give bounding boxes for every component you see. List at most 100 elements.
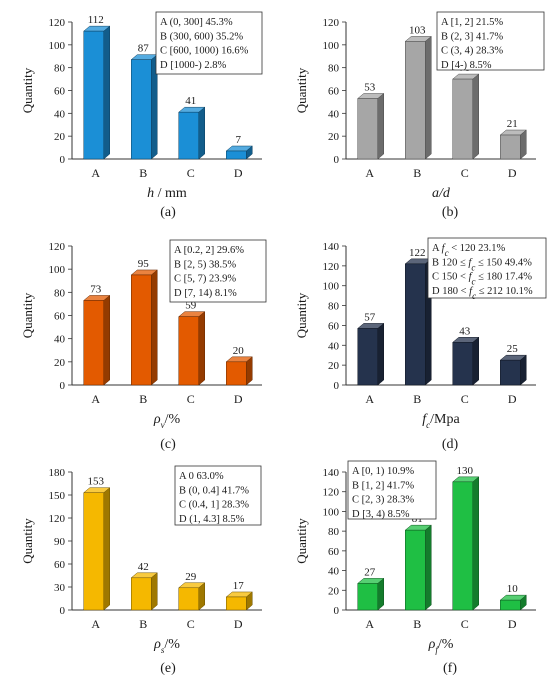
y-tick-label: 80 [54, 287, 66, 299]
data-label: 87 [138, 43, 150, 55]
legend-entry: C [600, 1000) 16.6% [160, 46, 249, 57]
bar-side [103, 487, 110, 611]
bar-C [452, 476, 480, 611]
bar-front [178, 587, 199, 611]
bar-front [357, 98, 378, 160]
panel-caption: (d) [442, 437, 459, 452]
legend-entry: C 150 < fc ≤ 180 17.4% [432, 272, 532, 287]
legend-frame [169, 239, 267, 303]
chart-panel-f: 020406080100120140Quantity27A81B130C10Dρ… [294, 460, 536, 676]
y-tick-label: 100 [49, 40, 66, 52]
bar-front [178, 316, 199, 386]
x-tick-label: A [365, 166, 374, 180]
y-tick-label: 140 [323, 467, 340, 479]
panel-caption: (f) [443, 661, 457, 676]
x-axis-label: ρf/% [428, 637, 454, 655]
y-tick-label: 80 [328, 63, 340, 75]
y-tick-label: 20 [54, 357, 66, 369]
x-tick-label: D [234, 166, 243, 180]
bar-C [178, 311, 206, 386]
x-axis-label: a/d [432, 186, 451, 201]
data-label: 41 [185, 95, 196, 107]
x-tick-label: D [234, 392, 243, 406]
data-label: 53 [364, 81, 376, 93]
data-label: 43 [459, 325, 471, 337]
y-tick-label: 80 [328, 301, 340, 313]
panel-caption: (e) [160, 661, 176, 676]
y-tick-label: 80 [328, 526, 340, 538]
y-axis-label: Quantity [294, 67, 309, 113]
x-tick-label: B [139, 617, 147, 631]
bar-D [225, 356, 253, 386]
y-tick-label: 140 [323, 241, 340, 253]
data-label: 21 [507, 118, 518, 130]
legend-entry: B (300, 600) 35.2% [160, 31, 243, 42]
bar-side [472, 336, 479, 386]
x-tick-label: B [139, 166, 147, 180]
bar-D [225, 145, 253, 160]
y-tick-label: 30 [54, 582, 66, 594]
x-tick-label: C [187, 166, 195, 180]
bar-side [425, 524, 432, 611]
bar-front [405, 41, 426, 160]
bar-A [357, 92, 385, 160]
bar-front [405, 263, 426, 386]
x-axis-label: fc/Mpa [422, 412, 460, 430]
bar-A [83, 25, 111, 160]
legend-entry: A 0 63.0% [179, 471, 224, 482]
chart-panel-a: 0 20 40 60 80 100 120 Quantity 112 A 87 B 41 C 7 Dh / m… [20, 11, 263, 220]
legend-entry: D (1, 4.3] 8.5% [179, 514, 245, 525]
y-tick-label: 20 [328, 131, 340, 143]
panel-caption: (b) [442, 205, 459, 220]
legend-entry: D [1000-) 2.8% [160, 60, 226, 71]
bar-front [357, 328, 378, 386]
legend-entry: B (0, 0.4] 41.7% [179, 485, 249, 496]
bar-A [83, 487, 111, 611]
bar-B [130, 269, 158, 386]
bar-B [404, 258, 432, 386]
legend-entry: A [1, 2] 21.5% [441, 17, 503, 28]
y-tick-label: 40 [54, 108, 66, 120]
data-label: 25 [507, 343, 519, 355]
data-label: 27 [364, 566, 376, 578]
x-tick-label: C [461, 617, 469, 631]
bar-front [452, 342, 473, 386]
x-tick-label: D [508, 166, 517, 180]
y-axis-label: Quantity [294, 518, 309, 564]
data-label: 10 [507, 583, 519, 595]
x-tick-label: D [508, 392, 517, 406]
bar-front [83, 300, 104, 386]
legend-entry: D 180 < fc ≤ 212 10.1% [432, 286, 533, 301]
bar-front [83, 30, 104, 160]
bar-A [357, 577, 385, 611]
y-tick-label: 90 [54, 536, 66, 548]
legend-box: A 0 63.0% B (0, 0.4] 41.7% C (0.4, 1] 28.3… [174, 465, 262, 526]
y-axis-label: Quantity [20, 518, 35, 564]
y-axis-label: Quantity [20, 292, 35, 338]
y-tick-label: 120 [323, 261, 340, 273]
x-tick-label: A [91, 166, 100, 180]
bar-D [499, 594, 527, 611]
y-tick-label: 0 [60, 380, 66, 392]
bar-side [472, 476, 479, 611]
data-label: 73 [90, 283, 102, 295]
bar-B [404, 524, 432, 611]
x-tick-label: A [365, 392, 374, 406]
legend-entry: C [2, 3) 28.3% [352, 495, 414, 506]
y-tick-label: 100 [49, 264, 66, 276]
y-tick-label: 20 [54, 131, 66, 143]
y-axis-label: Quantity [20, 67, 35, 113]
data-label: 17 [233, 580, 245, 592]
y-tick-label: 0 [334, 154, 340, 166]
y-tick-label: 0 [60, 154, 66, 166]
x-tick-label: C [461, 166, 469, 180]
y-tick-label: 40 [328, 108, 340, 120]
bar-front [131, 577, 152, 611]
legend-entry: C (3, 4) 28.3% [441, 46, 503, 57]
legend-box: A [0.2, 2] 29.6% B [2, 5) 38.5% C [5, 7) 2… [169, 239, 267, 303]
x-tick-label: C [461, 392, 469, 406]
y-tick-label: 80 [54, 63, 66, 75]
bar-D [499, 354, 527, 386]
y-tick-label: 40 [328, 340, 340, 352]
